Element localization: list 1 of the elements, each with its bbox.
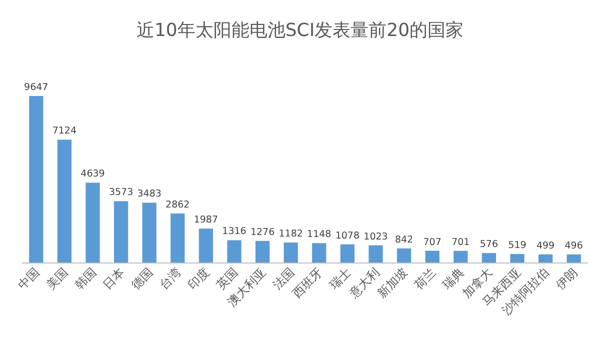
title: 近10年太阳能电池SCI发表量前20的国家 (136, 20, 464, 41)
